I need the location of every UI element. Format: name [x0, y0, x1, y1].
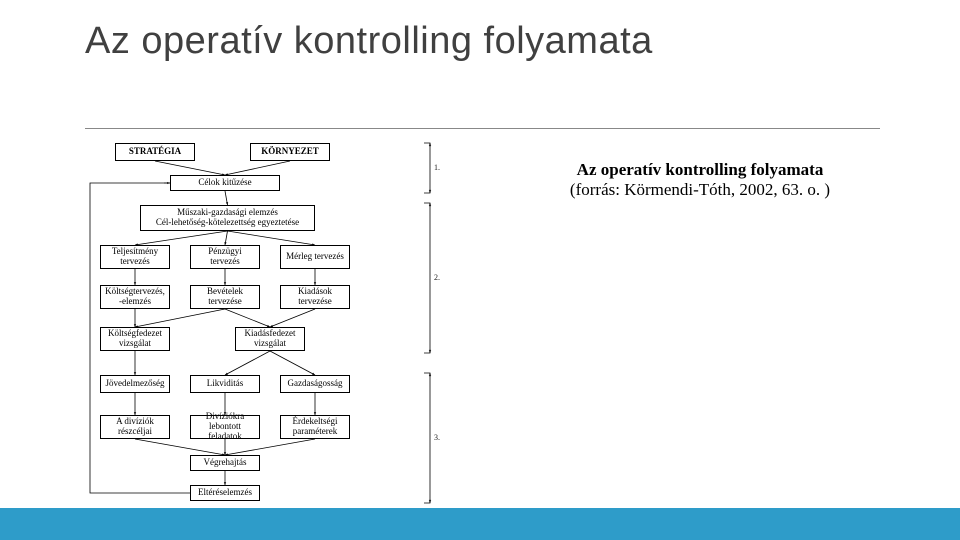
phase-label: 2. — [434, 273, 440, 282]
node-kiadasfed: Kiadásfedezetvizsgálat — [235, 327, 305, 351]
node-bevetelek: Bevételektervezése — [190, 285, 260, 309]
divider — [85, 128, 880, 129]
node-vegrehajtas: Végrehajtás — [190, 455, 260, 471]
node-jovedel: Jövedelmezőség — [100, 375, 170, 393]
caption-source: (forrás: Körmendi-Tóth, 2002, 63. o. ) — [500, 180, 900, 200]
node-celok: Célok kitűzése — [170, 175, 280, 191]
node-erdek: Érdekeltségiparaméterek — [280, 415, 350, 439]
figure-caption: Az operatív kontrolling folyamata (forrá… — [500, 160, 900, 200]
node-kiadasok: Kiadásoktervezése — [280, 285, 350, 309]
node-lebontott: Divíziókralebontott feladatok — [190, 415, 260, 439]
footer-bar — [0, 508, 960, 540]
node-muszaki: Műszaki-gazdasági elemzésCél-lehetőség-k… — [140, 205, 315, 231]
node-penzugyi: Pénzügyitervezés — [190, 245, 260, 269]
flowchart-diagram: STRATÉGIA KÖRNYEZET Célok kitűzése Műszaki-… — [85, 135, 515, 530]
node-diviziok: A divíziókrészcéljai — [100, 415, 170, 439]
caption-title: Az operatív kontrolling folyamata — [500, 160, 900, 180]
phase-label: 1. — [434, 163, 440, 172]
phase-label: 3. — [434, 433, 440, 442]
node-gazdasag: Gazdaságosság — [280, 375, 350, 393]
node-likvid: Likviditás — [190, 375, 260, 393]
node-telj: Teljesítménytervezés — [100, 245, 170, 269]
node-strategia: STRATÉGIA — [115, 143, 195, 161]
node-koltsegterv: Költségtervezés,-elemzés — [100, 285, 170, 309]
node-elteres: Eltéréselemzés — [190, 485, 260, 501]
slide-title: Az operatív kontrolling folyamata — [85, 20, 653, 63]
node-merleg: Mérleg tervezés — [280, 245, 350, 269]
node-kornyezet: KÖRNYEZET — [250, 143, 330, 161]
node-koltsegfed: Költségfedezetvizsgálat — [100, 327, 170, 351]
